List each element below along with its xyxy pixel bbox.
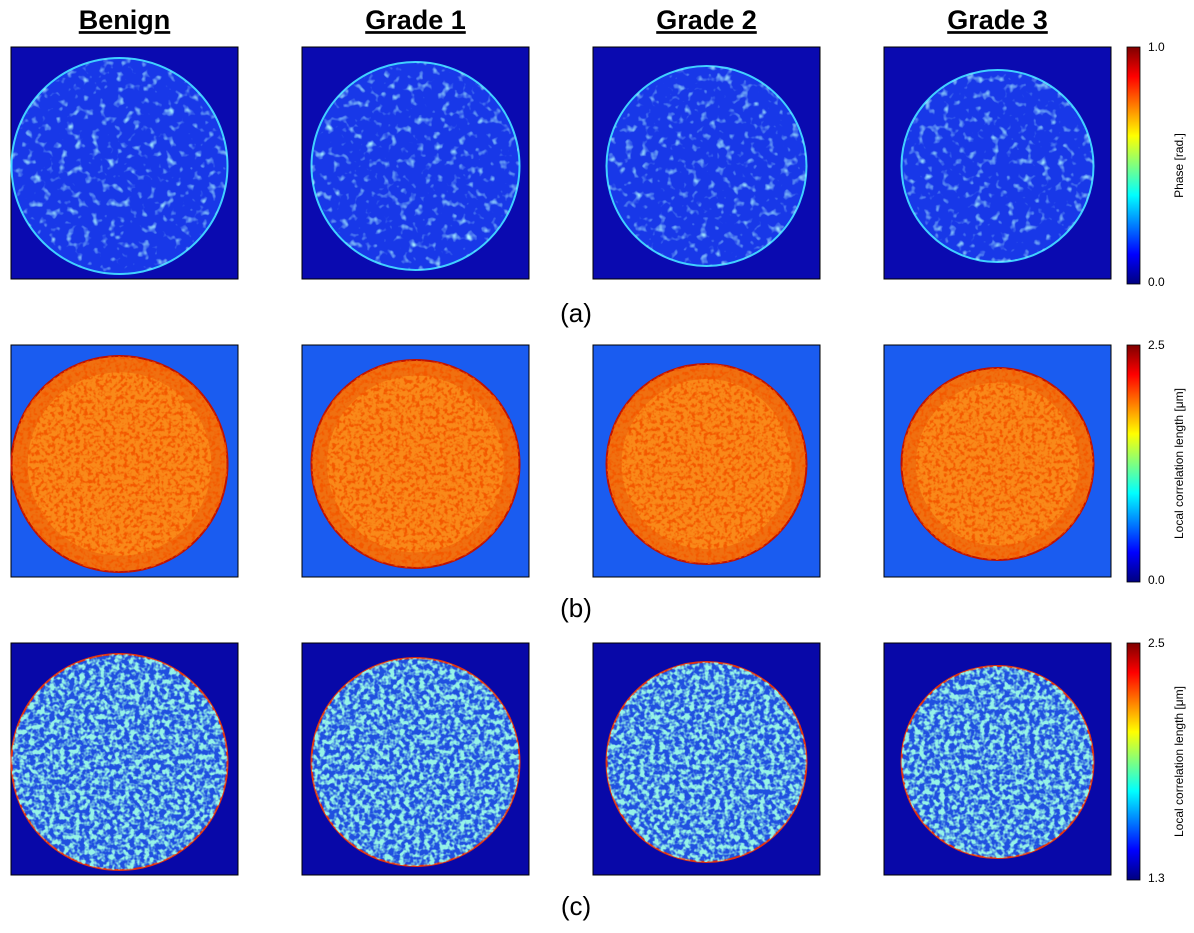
image-panel: [301, 344, 530, 578]
tissue-texture: [901, 666, 1094, 858]
row-label: (b): [560, 593, 592, 623]
image-panel: [592, 46, 821, 280]
row-label: (c): [561, 891, 591, 921]
image-panel: [883, 642, 1112, 876]
column-header: Benign: [79, 5, 171, 35]
colorbar-max: 1.0: [1148, 40, 1165, 54]
colorbar-max: 2.5: [1148, 636, 1165, 650]
colorbar-title: Local correlation length [μm]: [1172, 686, 1186, 837]
image-panel: [301, 46, 530, 280]
tissue-texture: [606, 662, 807, 862]
colorbar-title: Local correlation length [μm]: [1172, 388, 1186, 539]
row-label: (a): [560, 298, 592, 328]
colorbar: [1126, 344, 1141, 583]
tissue-texture: [606, 66, 807, 266]
colorbar-title: Phase [rad.]: [1172, 133, 1186, 198]
image-panel: [592, 344, 821, 578]
tissue-texture: [311, 62, 520, 270]
image-panel: [301, 642, 530, 876]
colorbar-min: 1.3: [1148, 871, 1165, 885]
column-header: Grade 1: [365, 5, 466, 35]
image-panel: [10, 344, 239, 578]
tissue-texture: [901, 368, 1094, 560]
image-panel: [10, 46, 239, 280]
colorbar: [1126, 46, 1141, 285]
colorbar-max: 2.5: [1148, 338, 1165, 352]
image-panel: [592, 642, 821, 876]
colorbar-min: 0.0: [1148, 573, 1165, 587]
image-panel: [883, 344, 1112, 578]
tissue-texture: [11, 654, 228, 870]
tissue-texture: [11, 58, 228, 274]
tissue-texture: [901, 70, 1094, 262]
image-panel: [883, 46, 1112, 280]
tissue-texture: [311, 658, 520, 866]
colorbar: [1126, 642, 1141, 881]
tissue-texture: [11, 356, 228, 572]
colorbar-min: 0.0: [1148, 275, 1165, 289]
column-header: Grade 3: [947, 5, 1048, 35]
image-panel: [10, 642, 239, 876]
tissue-texture: [311, 360, 520, 568]
tissue-texture: [606, 364, 807, 564]
column-header: Grade 2: [656, 5, 757, 35]
